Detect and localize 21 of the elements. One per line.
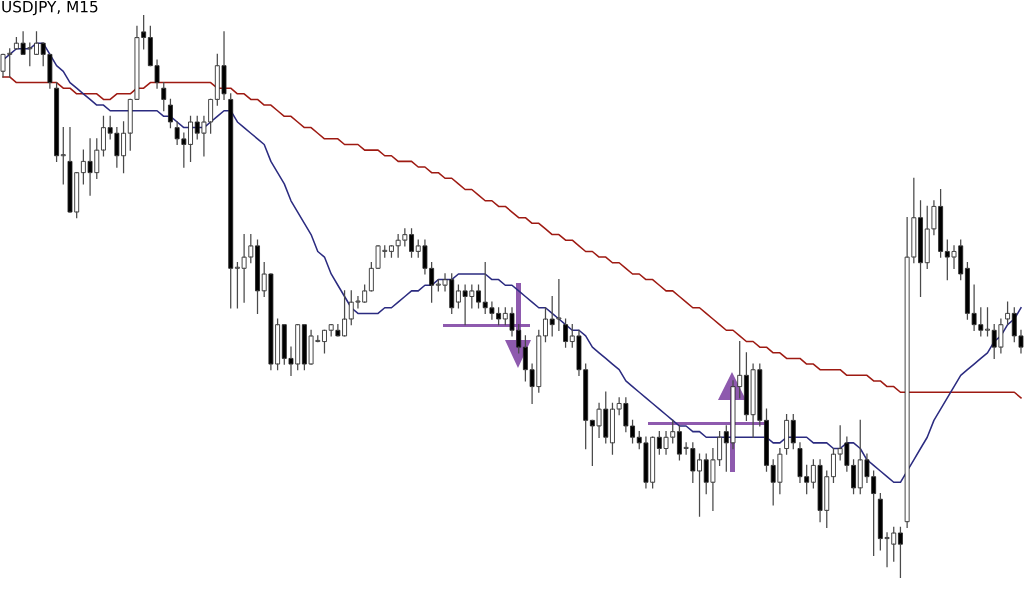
candlestick: [101, 115, 106, 157]
candlestick: [228, 93, 234, 309]
candlestick: [161, 81, 167, 112]
candlestick: [563, 318, 569, 348]
candlestick: [784, 414, 790, 455]
candlestick: [697, 453, 702, 517]
candlestick: [543, 307, 548, 343]
candlestick: [168, 98, 173, 129]
candlestick: [54, 81, 60, 163]
candlestick: [34, 31, 39, 55]
candlestick: [790, 414, 796, 450]
candlestick: [764, 408, 769, 472]
candlestick: [476, 284, 481, 309]
candlestick: [188, 115, 193, 163]
candlestick: [322, 329, 327, 354]
candlestick: [1005, 301, 1011, 326]
candlestick: [255, 239, 260, 315]
candlestick: [831, 447, 836, 483]
chart-title: USDJPY, M15: [2, 0, 98, 16]
candlestick: [898, 526, 903, 578]
candlestick: [918, 200, 923, 298]
